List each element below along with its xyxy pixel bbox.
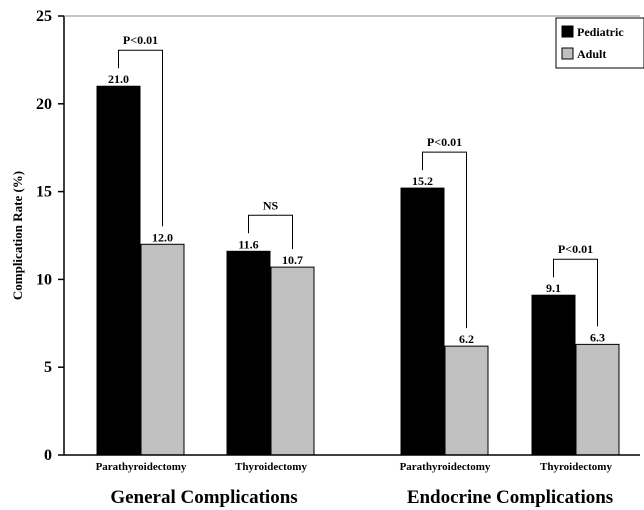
pediatric-bar [96,85,141,456]
bar-value-label: 10.7 [282,253,303,267]
y-tick-label: 0 [44,447,52,464]
significance-label: P<0.01 [558,242,593,256]
bar-value-label: 15.2 [412,174,433,188]
legend-label: Pediatric [577,25,624,39]
group-label: General Complications [110,487,297,508]
adult-bar [444,345,489,456]
bar-value-label: 12.0 [152,230,173,244]
significance-label: P<0.01 [123,33,158,47]
legend-swatch [561,25,574,38]
y-tick-label: 15 [36,184,52,201]
significance-label: NS [263,198,279,212]
y-axis-label: Complication Rate (%) [10,171,25,300]
y-tick-label: 5 [44,359,52,376]
adult-bar [575,343,620,456]
group-label: Endocrine Complications [407,487,613,508]
significance-bracket [422,151,467,329]
adult-bar [140,243,185,456]
category-labels: Parathyroidectomy Thyroidectomy Parathyroi… [96,461,613,473]
significance-brackets: P<0.01 NS P<0.01 P<0.01 [118,33,598,329]
bar-value-label: 21.0 [108,72,129,86]
bar-value-label: 6.2 [459,332,474,346]
pediatric-bar [226,250,271,456]
bar-value-labels: 21.0 12.0 11.6 10.7 15.2 6.2 9.1 6.3 [108,72,605,346]
significance-label: P<0.01 [427,135,462,149]
category-label: Parathyroidectomy [96,461,187,473]
group-labels: General Complications Endocrine Complicat… [110,487,613,508]
bars [96,85,620,456]
legend-swatch [561,47,574,60]
significance-bracket [553,258,598,327]
y-tick-label: 10 [36,271,52,288]
category-label: Thyroidectomy [235,461,307,473]
significance-bracket [118,49,163,227]
pediatric-bar [531,294,576,456]
bar-value-label: 11.6 [238,237,258,251]
adult-bar [270,266,315,456]
bar-value-label: 6.3 [590,330,605,344]
bar-value-label: 9.1 [546,281,561,295]
y-axis-ticks: 0 5 10 15 20 25 [36,8,64,464]
category-label: Thyroidectomy [540,461,612,473]
pediatric-bar [400,187,445,456]
significance-bracket [248,214,293,250]
y-tick-label: 20 [36,96,52,113]
y-tick-label: 25 [36,8,52,25]
legend-label: Adult [577,47,606,61]
category-label: Parathyroidectomy [400,461,491,473]
legend: Pediatric Adult [555,17,644,69]
